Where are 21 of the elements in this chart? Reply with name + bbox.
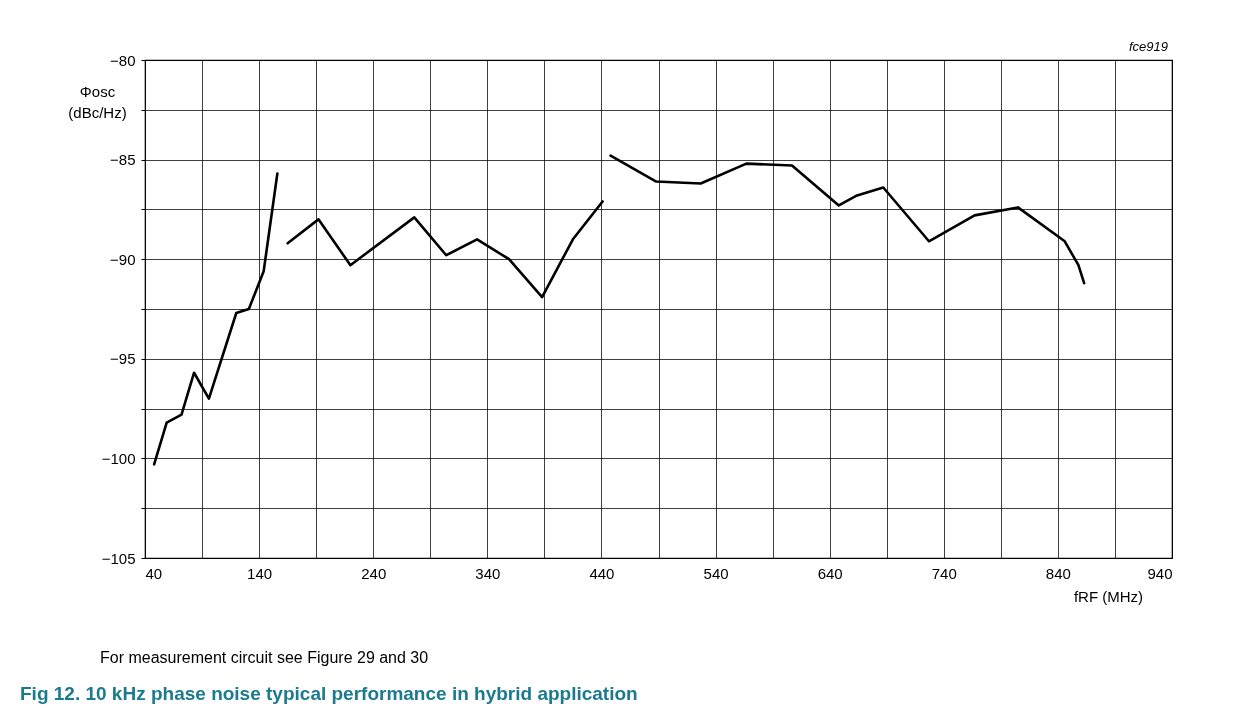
x-tick-label: 640 xyxy=(817,564,843,582)
y-tick-label: −100 xyxy=(101,449,136,467)
y-axis-title: Φosc (dBc/Hz) xyxy=(68,82,127,121)
x-tick-label: 540 xyxy=(703,564,729,582)
x-tick-label: 40 xyxy=(145,564,163,582)
x-tick-label: 940 xyxy=(1147,564,1173,582)
x-tick-label: 740 xyxy=(931,564,957,582)
y-tick-label: −85 xyxy=(110,151,136,169)
x-tick-label: 340 xyxy=(475,564,501,582)
y-tick-label: −95 xyxy=(110,350,136,368)
y-tick-label: −105 xyxy=(101,549,136,567)
y-tick-label: −80 xyxy=(110,51,136,69)
text: For measurement circuit see Figure 29 and 30 xyxy=(100,649,429,666)
text: fce919 xyxy=(1128,39,1168,54)
text: Fig 12. 10 kHz phase noise typical performance in hybrid application xyxy=(20,683,638,704)
x-tick-label: 440 xyxy=(589,564,615,582)
x-tick-label: 240 xyxy=(361,564,387,582)
x-axis-title: fRF (MHz) xyxy=(1073,587,1144,605)
x-tick-label: 140 xyxy=(247,564,273,582)
x-tick-label: 840 xyxy=(1045,564,1071,582)
y-tick-label: −90 xyxy=(110,250,136,268)
